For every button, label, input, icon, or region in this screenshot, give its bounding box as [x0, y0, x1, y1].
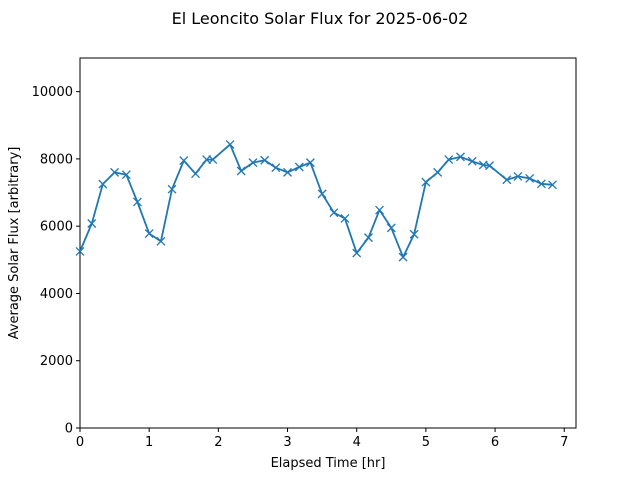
data-point-marker	[283, 167, 292, 177]
x-tick-label: 1	[145, 435, 153, 450]
plot-area	[79, 57, 577, 429]
data-point-marker	[467, 156, 477, 166]
data-point-marker	[144, 229, 154, 239]
x-tick-label: 3	[283, 435, 291, 450]
data-point-marker	[364, 233, 373, 243]
data-point-marker	[156, 236, 166, 246]
data-point-marker	[340, 213, 350, 223]
data-point-marker	[444, 155, 454, 165]
data-point-marker	[536, 179, 546, 189]
data-point-marker	[386, 223, 396, 233]
data-point-marker	[167, 184, 177, 194]
data-point-marker	[236, 166, 246, 176]
data-point-marker	[421, 177, 431, 187]
data-point-marker	[271, 163, 281, 173]
x-axis: 0 1 2 3 4 5 6 7	[76, 428, 568, 450]
y-tick-label: 10000	[32, 85, 73, 100]
data-point-marker	[132, 197, 142, 207]
y-tick-label: 8000	[40, 152, 73, 167]
data-point-marker	[98, 179, 108, 189]
data-point-marker	[75, 246, 85, 256]
data-point-marker	[225, 139, 235, 149]
data-point-marker	[191, 169, 200, 179]
data-point-marker	[502, 175, 512, 185]
data-point-marker	[179, 156, 189, 166]
y-axis: 0 2000 4000 6000 8000 10000	[32, 85, 80, 437]
y-axis-label: Average Solar Flux [arbitrary]	[7, 147, 22, 340]
data-point-marker	[513, 171, 523, 181]
data-point-marker	[121, 170, 131, 180]
x-tick-label: 2	[214, 435, 222, 450]
y-tick-label: 0	[65, 422, 73, 437]
data-point-marker	[87, 219, 97, 228]
x-tick-label: 6	[491, 435, 499, 450]
series-markers	[75, 139, 557, 262]
data-point-marker	[329, 208, 339, 218]
y-tick-label: 6000	[40, 220, 73, 235]
series-line	[79, 143, 553, 259]
data-point-marker	[110, 167, 120, 177]
data-point-marker	[548, 180, 557, 190]
chart-title: El Leoncito Solar Flux for 2025-06-02	[172, 9, 469, 28]
y-tick-label: 4000	[40, 287, 73, 302]
data-point-marker	[525, 173, 535, 183]
data-point-marker	[305, 158, 315, 168]
data-point-marker	[260, 155, 270, 165]
data-point-marker	[208, 155, 218, 165]
x-tick-label: 5	[422, 435, 430, 450]
data-point-marker	[409, 229, 419, 239]
data-point-marker	[485, 161, 494, 171]
data-point-marker	[375, 205, 384, 215]
x-tick-label: 0	[76, 435, 84, 450]
data-point-marker	[398, 252, 408, 262]
data-point-marker	[352, 248, 362, 258]
x-tick-label: 7	[560, 435, 568, 450]
data-point-marker	[456, 152, 465, 162]
data-point-marker	[317, 189, 327, 199]
x-axis-label: Elapsed Time [hr]	[271, 456, 386, 471]
data-point-marker	[248, 158, 258, 168]
x-tick-label: 4	[353, 435, 361, 450]
data-point-marker	[294, 162, 304, 172]
y-tick-label: 2000	[40, 354, 73, 369]
data-point-marker	[433, 167, 443, 177]
